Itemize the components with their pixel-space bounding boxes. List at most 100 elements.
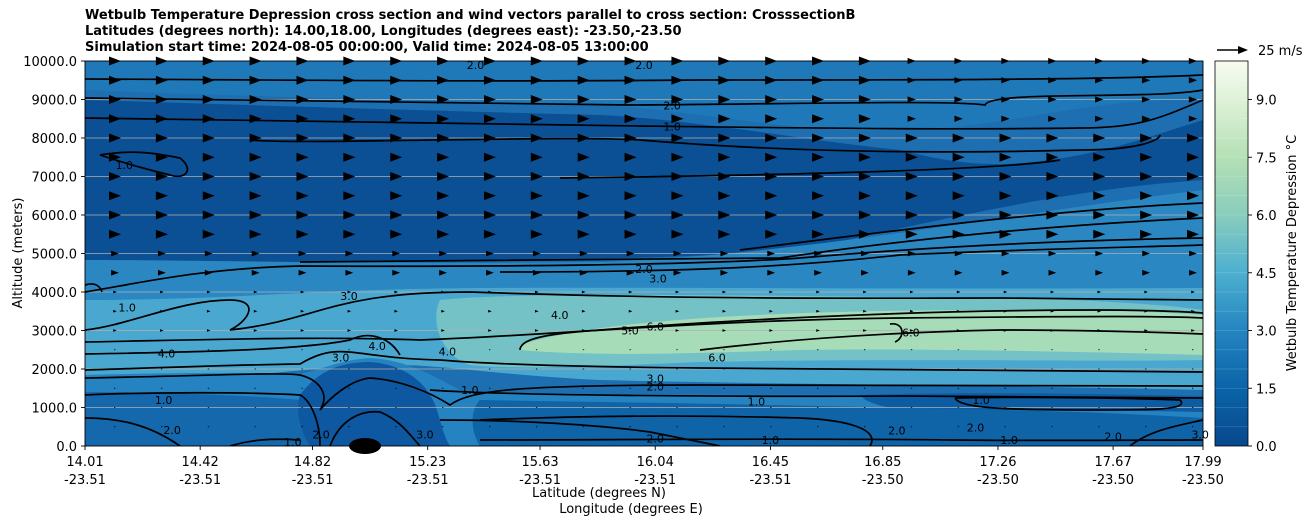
wind-arrow-icon [582, 387, 585, 389]
wind-arrow-icon [718, 191, 731, 201]
contour-label: 6.0 [902, 326, 920, 339]
wind-arrow-icon [301, 387, 304, 389]
wind-arrow-icon [395, 387, 398, 389]
wind-arrow-icon [624, 152, 637, 162]
wind-arrow-icon [1191, 290, 1195, 294]
wind-arrow-icon [109, 210, 121, 220]
wind-arrow-icon [207, 387, 210, 389]
wind-arrow-icon [160, 387, 163, 389]
wind-arrow-icon [298, 269, 307, 276]
contour-label: 1.0 [155, 394, 173, 407]
wind-arrow-icon [769, 309, 773, 313]
x-tick-label-lon: -23.50 [1092, 473, 1134, 488]
x-axis: 14.01 -23.51 14.42 -23.51 14.82 -23.51 15.23 -2… [64, 446, 1224, 488]
x-tick-label-lon: -23.51 [64, 473, 106, 488]
contour-label: 3.0 [646, 373, 664, 386]
wind-arrow-icon [1051, 368, 1054, 370]
wind-arrow-icon [253, 290, 258, 294]
wind-arrow-icon [579, 269, 588, 276]
wind-arrow-icon [1046, 229, 1059, 239]
wind-arrow-icon [202, 210, 215, 220]
wind-arrow-icon [437, 229, 450, 239]
wind-arrow-icon [910, 368, 913, 370]
wind-arrow-icon [1048, 96, 1057, 103]
contour-label: 2.0 [467, 59, 485, 72]
wind-arrow-icon [671, 191, 684, 201]
wind-arrow-icon [535, 329, 539, 332]
wind-arrow-icon [907, 115, 916, 122]
wind-arrow-icon [394, 329, 399, 332]
wind-arrow-icon [957, 387, 960, 389]
contour-lines [85, 74, 1203, 446]
wind-arrow-icon [437, 95, 450, 104]
wind-arrow-icon [626, 250, 635, 257]
wind-arrow-icon [769, 290, 773, 294]
wind-arrow-icon [1187, 191, 1199, 201]
wind-arrow-icon [676, 426, 679, 428]
wind-arrow-icon [1145, 368, 1148, 370]
wind-arrow-icon [577, 210, 590, 220]
contour-line [889, 323, 903, 343]
wind-arrow-icon [720, 250, 729, 257]
wind-arrow-icon [254, 406, 257, 409]
wind-arrow-icon [770, 387, 773, 389]
contour-line [85, 350, 1203, 373]
wind-arrow-icon [765, 75, 778, 85]
contour-label: 2.0 [1104, 430, 1122, 443]
wind-arrow-icon [437, 210, 450, 220]
wind-arrow-icon [254, 387, 257, 389]
wind-arrow-icon [722, 290, 727, 294]
wind-arrow-icon [1097, 309, 1102, 313]
wind-arrow-icon [1093, 210, 1106, 220]
wind-arrow-icon [581, 329, 586, 332]
wind-arrow-icon [347, 309, 352, 313]
contour-line [499, 244, 1203, 273]
wind-arrow-icon [535, 426, 538, 428]
wind-arrow-icon [343, 114, 356, 124]
contour-line [85, 373, 1203, 411]
wind-arrow-icon [345, 269, 354, 276]
wind-arrow-icon [395, 349, 398, 351]
contour-label: 2.0 [635, 59, 653, 72]
colorbar [1214, 60, 1249, 447]
wind-arrow-icon [770, 426, 773, 428]
wind-arrow-icon [675, 309, 680, 313]
contour-label: 2.0 [312, 428, 330, 441]
wind-arrow-icon [765, 191, 778, 201]
contour-line [739, 202, 1203, 251]
contour-line [85, 391, 321, 446]
wind-arrow-icon [535, 368, 538, 370]
wind-arrow-icon [111, 269, 119, 276]
wind-arrow-icon [1144, 329, 1148, 332]
wind-arrow-icon [718, 210, 731, 220]
wind-arrow-icon [441, 290, 445, 294]
wind-arrow-icon [999, 210, 1012, 220]
wind-arrow-icon [624, 210, 637, 220]
wind-arrow-icon [390, 152, 403, 162]
wind-arrow-icon [301, 349, 304, 351]
contour-label: 1.0 [116, 159, 134, 172]
wind-arrow-icon [676, 387, 679, 389]
wind-arrow-icon [206, 309, 211, 313]
colorbar-tick-label: 9.0 [1256, 94, 1277, 109]
wind-arrow-icon [723, 406, 726, 409]
contour-label: 3.0 [649, 273, 667, 286]
wind-arrow-icon [624, 75, 637, 85]
wind-arrow-icon [905, 152, 918, 162]
wind-arrow-icon [535, 387, 538, 389]
wind-arrow-icon [155, 191, 168, 201]
wind-arrow-icon [1003, 329, 1008, 332]
wind-arrow-icon [626, 269, 635, 276]
wind-arrow-icon [1145, 426, 1148, 428]
wind-arrow-icon [348, 426, 351, 428]
wind-arrow-icon [816, 329, 820, 332]
wind-arrow-icon [348, 368, 351, 370]
x-tick-label-lon: -23.51 [179, 473, 221, 488]
wind-arrow-icon [673, 250, 682, 257]
wind-arrow-icon [394, 309, 399, 313]
wind-arrow-icon [864, 426, 866, 428]
x-axis-label-longitude: Longitude (degrees E) [559, 502, 703, 517]
wind-arrow-icon [671, 133, 684, 143]
contour-label: 4.0 [439, 346, 457, 359]
wind-arrow-icon [952, 172, 965, 181]
